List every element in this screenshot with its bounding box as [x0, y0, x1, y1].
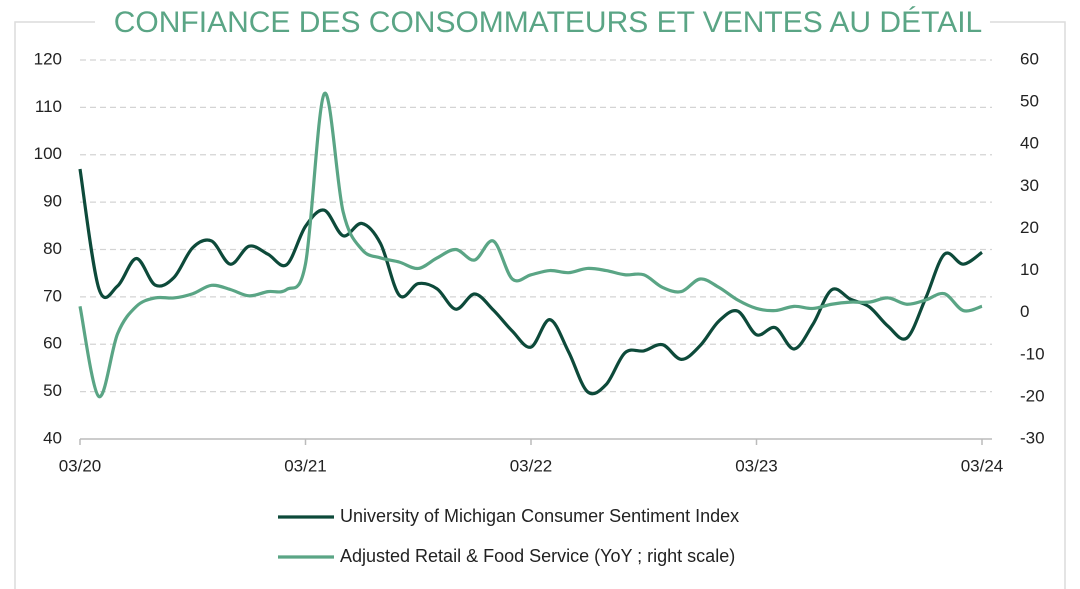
series-line: [78, 92, 983, 399]
y-tick-label: 100: [34, 144, 62, 163]
x-tick-label: 03/21: [284, 456, 327, 475]
x-tick-label: 03/20: [59, 456, 102, 475]
x-tick-label: 03/22: [510, 456, 553, 475]
x-tick-label: 03/24: [961, 456, 1004, 475]
legend-label: University of Michigan Consumer Sentimen…: [340, 506, 739, 526]
y2-tick-label: 50: [1020, 92, 1039, 111]
y2-tick-label: 60: [1020, 49, 1039, 68]
y-tick-label: 60: [43, 334, 62, 353]
y-tick-label: 110: [35, 97, 62, 116]
y-tick-label: 50: [43, 381, 62, 400]
y-tick-label: 120: [34, 49, 62, 68]
y2-tick-label: 10: [1020, 260, 1039, 279]
series-line: [78, 168, 983, 396]
y-tick-label: 40: [43, 428, 62, 447]
y2-tick-label: 0: [1020, 302, 1029, 321]
y-tick-label: 70: [43, 286, 62, 305]
y2-tick-label: -10: [1020, 344, 1045, 363]
frame: [14, 21, 1066, 589]
y2-tick-label: 30: [1020, 176, 1039, 195]
chart-title: CONFIANCE DES CONSOMMATEURS ET VENTES AU…: [114, 6, 982, 39]
y-tick-label: 80: [43, 239, 62, 258]
y-tick-label: 90: [43, 192, 62, 211]
y2-tick-label: 40: [1020, 134, 1039, 153]
legend-label: Adjusted Retail & Food Service (YoY ; ri…: [340, 546, 735, 566]
x-tick-label: 03/23: [735, 456, 778, 475]
y2-tick-label: -30: [1020, 428, 1045, 447]
y2-tick-label: 20: [1020, 218, 1039, 237]
y2-tick-label: -20: [1020, 386, 1045, 405]
